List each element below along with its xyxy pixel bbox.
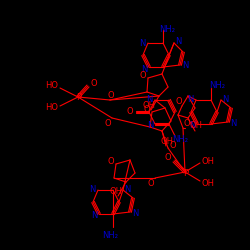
Text: N: N xyxy=(89,186,95,194)
Text: N: N xyxy=(132,208,138,218)
Text: O: O xyxy=(144,106,150,114)
Text: N: N xyxy=(139,38,145,48)
Text: N: N xyxy=(91,212,97,220)
Text: N: N xyxy=(141,64,147,74)
Text: O: O xyxy=(91,78,97,88)
Text: N: N xyxy=(187,96,193,104)
Text: O: O xyxy=(165,154,171,162)
Text: O: O xyxy=(176,98,182,106)
Text: OH: OH xyxy=(142,100,156,110)
Text: HO: HO xyxy=(46,104,59,112)
Text: N: N xyxy=(124,184,130,194)
Text: N: N xyxy=(189,122,195,130)
Text: P: P xyxy=(76,94,82,102)
Text: HO: HO xyxy=(46,82,59,90)
Text: OH: OH xyxy=(190,122,202,130)
Text: OH: OH xyxy=(160,136,173,145)
Text: O: O xyxy=(170,140,176,149)
Text: N: N xyxy=(230,118,236,128)
Text: O: O xyxy=(184,120,190,128)
Text: NH₂: NH₂ xyxy=(209,82,225,90)
Text: N: N xyxy=(175,38,181,46)
Text: O: O xyxy=(148,178,154,188)
Text: N: N xyxy=(146,96,152,104)
Text: P: P xyxy=(184,168,188,177)
Text: NH₂: NH₂ xyxy=(172,134,188,143)
Text: O: O xyxy=(140,72,146,80)
Text: N: N xyxy=(222,94,228,104)
Text: OH: OH xyxy=(202,156,214,166)
Text: NH₂: NH₂ xyxy=(159,24,175,34)
Text: O: O xyxy=(108,90,114,100)
Text: OH: OH xyxy=(202,178,214,188)
Text: N: N xyxy=(182,62,188,70)
Text: N: N xyxy=(147,122,153,130)
Text: O: O xyxy=(127,108,133,116)
Text: O: O xyxy=(108,158,114,166)
Text: NH₂: NH₂ xyxy=(102,232,118,240)
Text: O: O xyxy=(105,118,111,128)
Text: OH: OH xyxy=(110,186,122,196)
